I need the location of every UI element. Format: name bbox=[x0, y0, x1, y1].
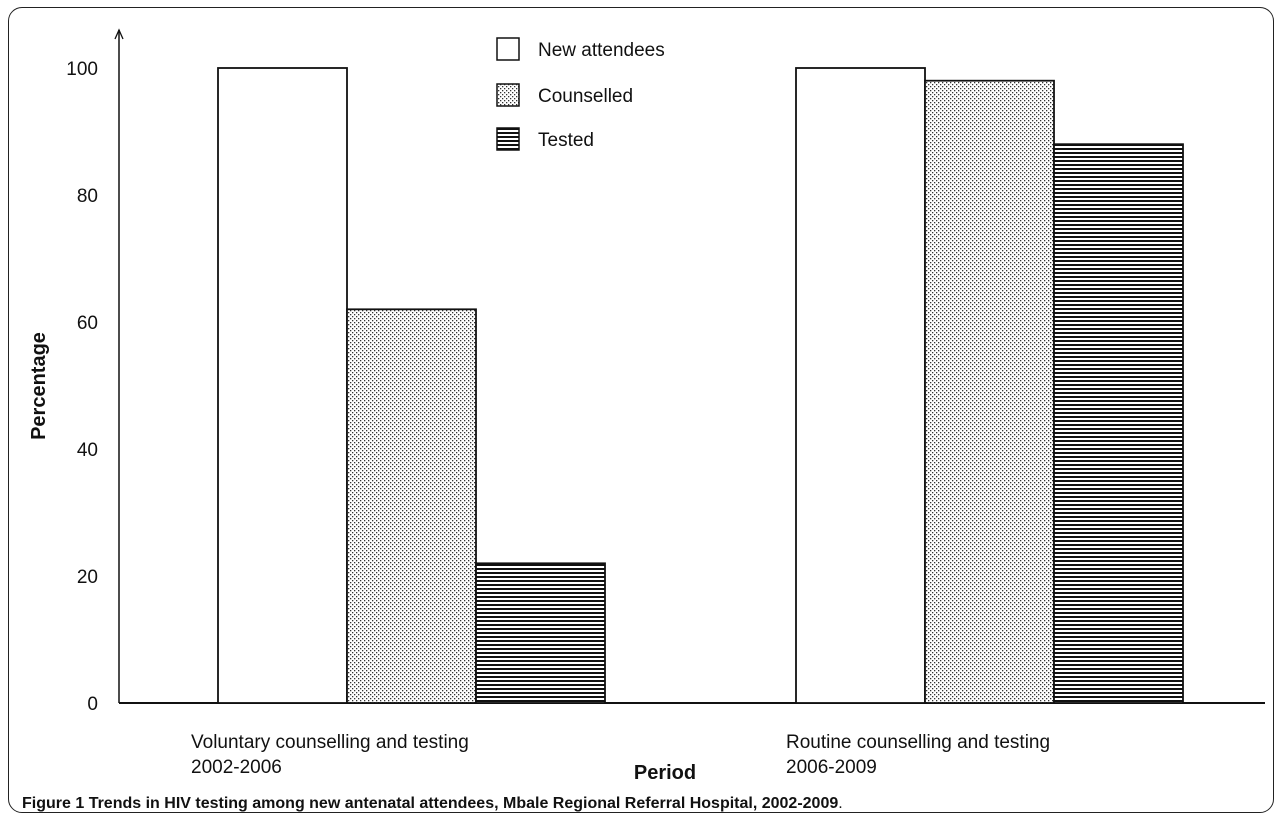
bar bbox=[924, 79, 1055, 704]
legend-swatch bbox=[496, 37, 520, 61]
bar bbox=[1053, 143, 1184, 704]
y-tick-label: 80 bbox=[77, 186, 98, 207]
y-axis-arrow bbox=[114, 28, 124, 40]
y-tick-label: 0 bbox=[87, 694, 98, 715]
y-tick-label: 40 bbox=[77, 440, 98, 461]
x-category-label: Voluntary counselling and testing bbox=[191, 732, 469, 753]
y-tick-label: 60 bbox=[77, 313, 98, 334]
legend-label: New attendees bbox=[538, 40, 665, 61]
legend-label: Counselled bbox=[538, 86, 633, 107]
x-axis-label: Period bbox=[634, 762, 696, 784]
bar-chart: New attendees Counselled Tested 0 20 40 60 80 1… bbox=[28, 28, 1265, 784]
y-axis-label: Percentage bbox=[28, 332, 50, 440]
y-tick-label: 20 bbox=[77, 567, 98, 588]
caption-text: Trends in HIV testing among new antenata… bbox=[88, 795, 839, 812]
x-category-label: 2006-2009 bbox=[786, 757, 877, 778]
figure-frame bbox=[8, 7, 1274, 813]
caption-label: Figure 1 bbox=[22, 795, 85, 812]
y-tick-label: 100 bbox=[66, 59, 98, 80]
x-category-label: 2002-2006 bbox=[191, 757, 282, 778]
figure-caption: Figure 1 Trends in HIV testing among new… bbox=[22, 795, 843, 812]
bar bbox=[475, 562, 606, 704]
bar bbox=[346, 308, 477, 704]
legend-label: Tested bbox=[538, 130, 594, 151]
bar bbox=[795, 67, 926, 704]
legend-swatch bbox=[496, 127, 520, 151]
bar bbox=[217, 67, 348, 704]
legend-swatch bbox=[496, 83, 520, 107]
x-category-label: Routine counselling and testing bbox=[786, 732, 1050, 753]
